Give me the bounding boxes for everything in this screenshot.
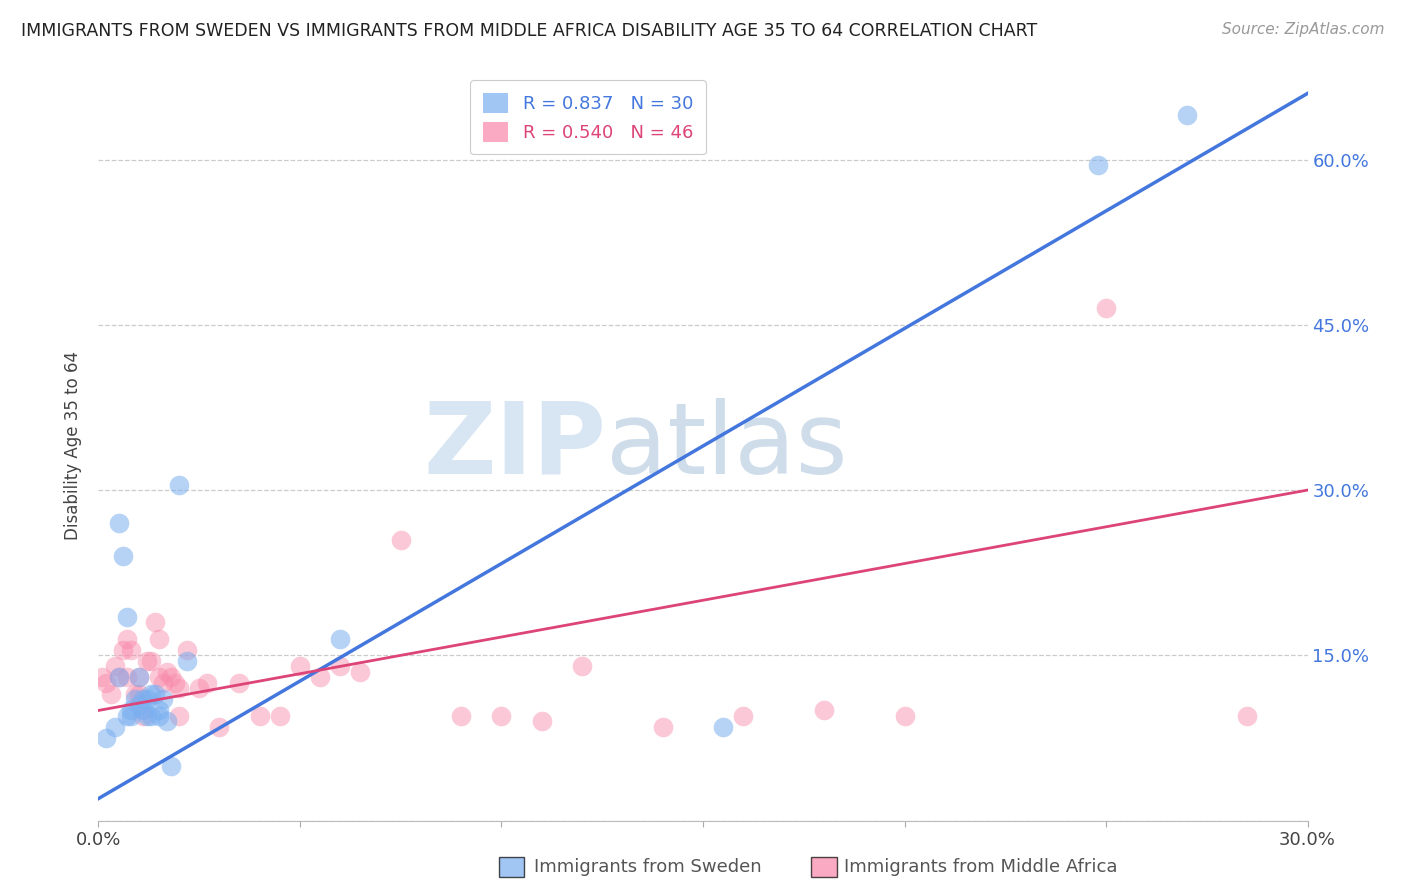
Point (139, 709, 162, 723)
Point (491, 709, 513, 723)
Point (139, 687, 162, 701)
Point (91, 670, 114, 684)
Point (143, 615, 166, 630)
Point (1087, 158, 1109, 172)
Point (188, 681, 211, 696)
Point (111, 643, 134, 657)
Point (228, 676, 250, 690)
Point (167, 709, 190, 723)
Point (120, 709, 142, 723)
Point (571, 659, 593, 673)
Point (156, 665, 179, 679)
Point (107, 670, 129, 684)
Point (135, 654, 157, 668)
Point (176, 643, 198, 657)
Text: Immigrants from Sweden: Immigrants from Sweden (534, 858, 762, 876)
Point (135, 692, 157, 706)
Point (96, 731, 118, 745)
Point (96, 676, 118, 690)
Point (152, 692, 174, 706)
Point (269, 709, 291, 723)
Point (152, 676, 174, 690)
Point (148, 632, 170, 646)
Point (733, 709, 755, 723)
Point (124, 692, 146, 706)
Point (120, 643, 142, 657)
Point (893, 709, 915, 723)
Point (1175, 108, 1198, 122)
Point (132, 703, 155, 717)
Point (103, 720, 125, 734)
Point (128, 698, 150, 712)
Point (530, 714, 553, 729)
Text: IMMIGRANTS FROM SWEDEN VS IMMIGRANTS FROM MIDDLE AFRICA DISABILITY AGE 35 TO 64 : IMMIGRANTS FROM SWEDEN VS IMMIGRANTS FRO… (21, 22, 1038, 40)
Point (128, 670, 150, 684)
Text: atlas: atlas (606, 398, 848, 494)
Point (115, 709, 138, 723)
Point (143, 687, 166, 701)
Point (163, 676, 186, 690)
Point (711, 720, 734, 734)
Text: Source: ZipAtlas.com: Source: ZipAtlas.com (1222, 22, 1385, 37)
Point (160, 670, 183, 684)
Point (167, 477, 190, 491)
Point (329, 659, 352, 673)
Point (450, 709, 472, 723)
Point (148, 670, 170, 684)
Point (132, 692, 155, 706)
Point (249, 709, 271, 723)
Point (128, 687, 150, 701)
Point (115, 609, 138, 624)
Y-axis label: Disability Age 35 to 64: Disability Age 35 to 64 (65, 351, 83, 541)
Point (148, 703, 170, 717)
Point (128, 670, 150, 684)
Point (139, 654, 162, 668)
Text: ZIP: ZIP (423, 398, 606, 494)
Point (176, 654, 198, 668)
Point (115, 632, 138, 646)
Point (389, 533, 412, 547)
Point (107, 670, 129, 684)
Point (1236, 709, 1258, 723)
Point (651, 720, 673, 734)
Point (148, 709, 170, 723)
Point (132, 709, 155, 723)
Point (160, 758, 183, 772)
Point (813, 703, 835, 717)
Text: Immigrants from Middle Africa: Immigrants from Middle Africa (844, 858, 1118, 876)
Point (309, 670, 332, 684)
Point (349, 665, 371, 679)
Point (135, 709, 157, 723)
Point (107, 516, 129, 530)
Point (288, 659, 311, 673)
Point (167, 681, 190, 696)
Point (100, 687, 122, 701)
Point (1095, 301, 1118, 316)
Point (115, 670, 138, 684)
Point (156, 714, 179, 729)
Point (103, 659, 125, 673)
Legend: R = 0.837   N = 30, R = 0.540   N = 46: R = 0.837 N = 30, R = 0.540 N = 46 (470, 80, 706, 154)
Point (120, 703, 142, 717)
Point (329, 632, 352, 646)
Point (208, 720, 231, 734)
Point (124, 687, 146, 701)
Point (195, 676, 218, 690)
Point (111, 549, 134, 564)
